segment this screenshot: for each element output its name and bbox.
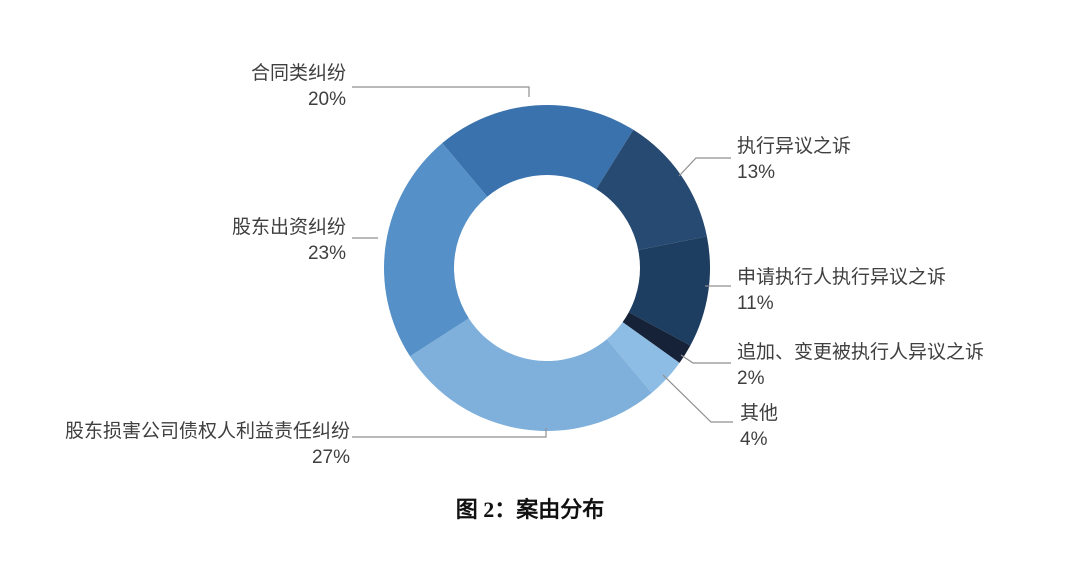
label-percent: 11% xyxy=(737,293,774,314)
leader-lines xyxy=(352,86,733,438)
label-percent: 20% xyxy=(307,89,346,110)
label-applicant-execution-objection: 申请执行人执行异议之诉 11% xyxy=(737,265,946,317)
label-contract-disputes: 合同类纠纷 20% xyxy=(251,61,346,113)
label-percent: 4% xyxy=(740,429,768,450)
label-percent: 27% xyxy=(311,447,350,468)
chart-title: 图 2：案由分布 xyxy=(455,497,605,522)
pie-slice-1 xyxy=(596,129,707,250)
label-percent: 13% xyxy=(737,162,776,183)
label-text: 执行异议之诉 xyxy=(737,136,852,157)
label-text: 其他 xyxy=(740,403,779,424)
label-text: 股东损害公司债权人利益责任纠纷 xyxy=(64,421,350,442)
label-shareholder-contribution: 股东出资纠纷 23% xyxy=(232,215,346,267)
label-other: 其他 4% xyxy=(740,401,778,453)
label-text: 股东出资纠纷 xyxy=(231,217,346,238)
pie-slice-4 xyxy=(606,322,680,393)
label-text: 合同类纠纷 xyxy=(250,63,346,84)
leader-line-other xyxy=(662,374,733,423)
pie-slice-5 xyxy=(409,318,652,432)
pie-slice-0 xyxy=(442,104,634,197)
label-text: 申请执行人执行异议之诉 xyxy=(737,267,947,288)
leader-line-shareholder-harm-creditor xyxy=(352,428,547,438)
label-add-change-executee-objection: 追加、变更被执行人异议之诉 2% xyxy=(737,340,984,392)
pie-slice-3 xyxy=(622,312,691,363)
label-text: 追加、变更被执行人异议之诉 xyxy=(737,342,985,363)
donut-slices xyxy=(384,104,711,432)
pie-slice-2 xyxy=(628,236,711,346)
leader-line-contract-disputes xyxy=(352,86,530,97)
label-percent: 23% xyxy=(307,243,346,264)
label-percent: 2% xyxy=(737,368,765,389)
label-shareholder-harm-creditor: 股东损害公司债权人利益责任纠纷 27% xyxy=(65,419,350,471)
pie-slice-6 xyxy=(384,143,488,357)
label-execution-objection: 执行异议之诉 13% xyxy=(737,134,851,186)
leader-line-execution-objection xyxy=(678,157,731,177)
leader-line-add-change-executee-objection xyxy=(680,354,731,364)
